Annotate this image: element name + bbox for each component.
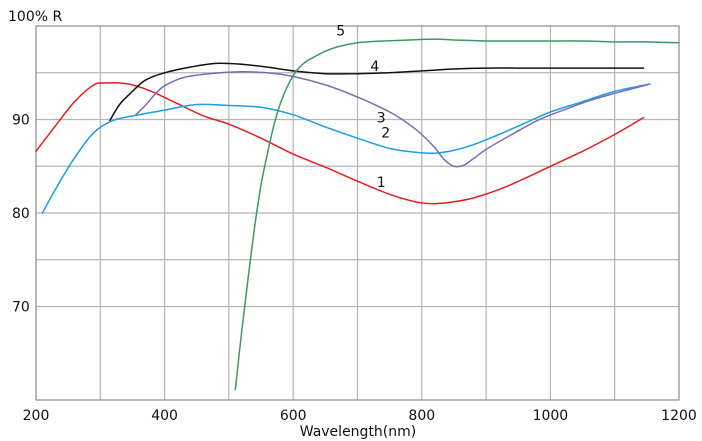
- series-line-1: [35, 82, 645, 205]
- x-tick-label-600: 600: [280, 408, 307, 424]
- x-tick-label-1000: 1000: [533, 408, 569, 424]
- series-label-3: 3: [377, 110, 386, 126]
- series-line-3: [134, 71, 648, 168]
- x-axis-title: Wavelength(nm): [300, 424, 416, 440]
- plot-frame: [35, 25, 680, 401]
- series-line-2: [41, 83, 651, 214]
- x-tick-label-1200: 1200: [661, 408, 697, 424]
- y-tick-label-70: 70: [12, 300, 30, 316]
- series-lines: [35, 38, 680, 391]
- x-tick-label-800: 800: [408, 408, 435, 424]
- series-label-1: 1: [377, 175, 386, 191]
- series-line-5: [234, 38, 680, 391]
- y-tick-label-90: 90: [12, 113, 30, 129]
- series-label-2: 2: [381, 125, 390, 141]
- series-label-5: 5: [336, 23, 345, 39]
- series-line-4: [109, 62, 645, 122]
- tick-labels: 200 400 600 800 1000 1200 70 80 90: [12, 113, 697, 425]
- gridlines: [36, 26, 679, 400]
- y-tick-label-80: 80: [12, 206, 30, 222]
- x-tick-label-400: 400: [151, 408, 178, 424]
- series-label-4: 4: [370, 59, 379, 75]
- y-axis-title: 100% R: [8, 9, 62, 25]
- x-tick-label-200: 200: [23, 408, 50, 424]
